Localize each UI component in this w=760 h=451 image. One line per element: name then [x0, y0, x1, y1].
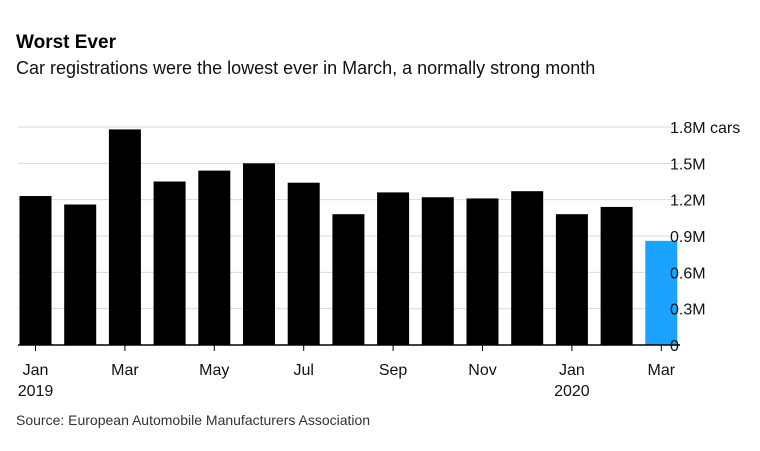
x-tick-year-label: 2019 [18, 383, 54, 400]
y-tick-label: 0.9M [670, 229, 706, 246]
y-tick-label: 1.8M cars [670, 120, 740, 137]
x-tick-label: Mar [111, 362, 139, 379]
bar-feb-2019 [64, 204, 97, 345]
x-tick-label: Mar [648, 362, 676, 379]
y-tick-label: 0 [670, 338, 679, 355]
y-tick-label: 1.2M [670, 193, 706, 210]
bar-nov-2019 [466, 198, 499, 345]
bar-jan-2020 [555, 214, 588, 345]
x-tick-label: Jan [559, 362, 585, 379]
y-tick-label: 0.6M [670, 265, 706, 282]
bar-dec-2019 [511, 191, 544, 345]
bar-mar-2020 [645, 240, 678, 345]
x-tick-label: Jul [293, 362, 313, 379]
bar-sep-2019 [377, 192, 410, 345]
bar-jan-2019 [19, 196, 52, 345]
x-tick-year-label: 2020 [554, 383, 590, 400]
bar-oct-2019 [421, 197, 454, 345]
y-tick-label: 0.3M [670, 302, 706, 319]
bar-jul-2019 [287, 182, 320, 345]
chart-title: Worst Ever [16, 32, 116, 53]
y-axis-ticks: 0 0.3M 0.6M 0.9M 1.2M 1.5M 1.8M cars [670, 120, 740, 355]
bar-jun-2019 [243, 163, 275, 345]
x-axis-ticks: Jan 2019 Mar May Jul Sep Nov Jan 2020 Mar [18, 345, 676, 400]
bar-apr-2019 [153, 181, 186, 345]
source-note: Source: European Automobile Manufacturer… [16, 412, 371, 428]
chart-subtitle: Car registrations were the lowest ever i… [16, 58, 596, 78]
bar-aug-2019 [332, 214, 365, 345]
x-tick-label: Jan [23, 362, 49, 379]
x-tick-label: Sep [379, 362, 408, 379]
bar-may-2019 [198, 170, 231, 345]
x-tick-label: Nov [468, 362, 496, 379]
x-tick-label: May [199, 362, 229, 379]
bar-feb-2020 [600, 206, 633, 345]
y-tick-label: 1.5M [670, 156, 706, 173]
bar-mar-2019 [108, 129, 141, 345]
bars [19, 129, 678, 345]
